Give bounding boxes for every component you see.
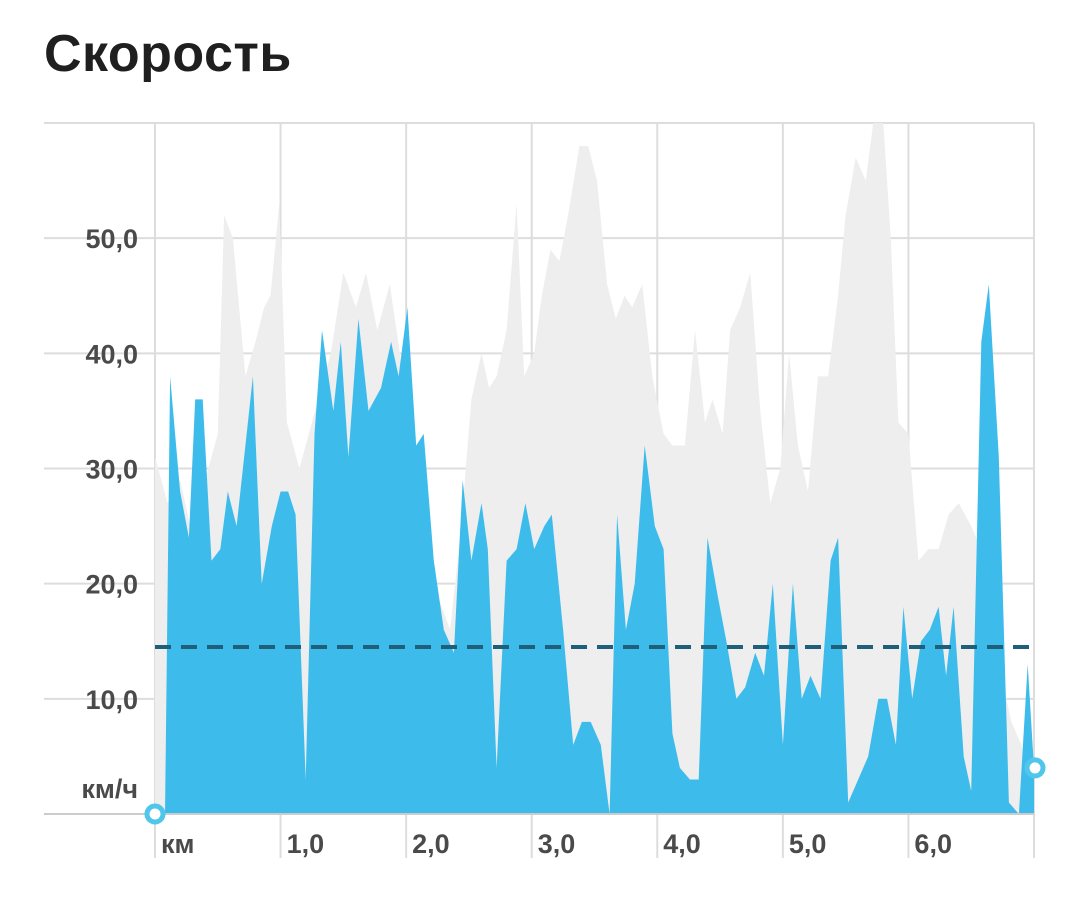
start-marker [144,803,166,825]
x-tick-label: 3,0 [538,829,576,859]
chart-title: Скорость [44,25,292,83]
x-tick-label: 5,0 [789,829,827,859]
y-tick-label: 30,0 [85,455,138,485]
y-tick-label: 40,0 [85,339,138,369]
speed-area [155,284,1034,814]
x-axis-unit-label: км [161,829,195,859]
y-tick-label: 50,0 [85,224,138,254]
tick-labels: 10,0 20,0 30,0 40,0 50,0 км/ч км 1,0 2,0 3,0 4,0 5,… [81,224,952,859]
x-tick-label: 1,0 [287,829,325,859]
x-tick-label: 6,0 [914,829,952,859]
x-tick-label: 4,0 [663,829,701,859]
y-tick-label: 10,0 [85,685,138,715]
x-tick-label: 2,0 [412,829,450,859]
speed-area-shape [155,284,1034,814]
markers [144,757,1046,825]
end-marker [1024,757,1046,779]
y-axis-unit-label: км/ч [81,774,138,804]
y-tick-label: 20,0 [85,570,138,600]
